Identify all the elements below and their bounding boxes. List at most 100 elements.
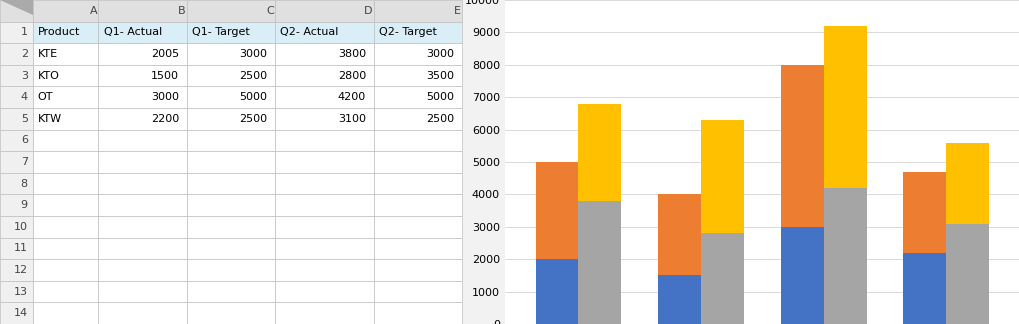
Text: KTE: KTE (38, 49, 58, 59)
Bar (0, 151, 33, 173)
Text: 5: 5 (20, 114, 28, 124)
Bar (373, 0, 462, 22)
Bar (0, 302, 33, 324)
Bar (373, 22, 462, 43)
Text: Q2- Target: Q2- Target (378, 28, 436, 37)
Bar (33, 65, 99, 87)
Bar (275, 43, 373, 65)
Bar (275, 130, 373, 151)
Bar (373, 87, 462, 108)
Text: OT: OT (38, 92, 53, 102)
Bar (0, 281, 33, 302)
Bar (275, 87, 373, 108)
Bar (0, 173, 33, 194)
Bar (0, 216, 33, 237)
Bar (373, 237, 462, 259)
Text: Q1- Target: Q1- Target (192, 28, 250, 37)
Bar (33, 151, 99, 173)
Text: 5000: 5000 (239, 92, 267, 102)
Bar (373, 302, 462, 324)
Text: 3800: 3800 (337, 49, 366, 59)
Text: E: E (453, 6, 460, 16)
Text: D: D (364, 6, 373, 16)
Bar (99, 65, 186, 87)
Bar (99, 216, 186, 237)
Bar (0, 194, 33, 216)
Bar (373, 43, 462, 65)
Bar (0, 22, 33, 43)
Bar (33, 43, 99, 65)
Bar (33, 216, 99, 237)
Text: 10: 10 (13, 222, 28, 232)
Text: 7: 7 (20, 157, 28, 167)
Bar (275, 216, 373, 237)
Bar (700, 233, 743, 324)
Text: A: A (90, 6, 97, 16)
Bar (0, 108, 33, 130)
Bar (186, 0, 275, 22)
Bar (578, 104, 621, 201)
Bar (186, 216, 275, 237)
Text: 12: 12 (13, 265, 28, 275)
Bar (657, 194, 700, 275)
Bar (373, 130, 462, 151)
Text: 3500: 3500 (426, 71, 454, 81)
Text: 3100: 3100 (337, 114, 366, 124)
Bar (186, 237, 275, 259)
Bar (578, 201, 621, 324)
Bar (275, 108, 373, 130)
Text: 13: 13 (13, 287, 28, 296)
Bar (99, 87, 186, 108)
Bar (99, 151, 186, 173)
Bar (186, 173, 275, 194)
Text: 5000: 5000 (426, 92, 454, 102)
Bar (33, 194, 99, 216)
Bar (0, 0, 33, 22)
Text: 2200: 2200 (151, 114, 179, 124)
Bar (373, 194, 462, 216)
Bar (275, 281, 373, 302)
Bar (373, 151, 462, 173)
Text: 8: 8 (20, 179, 28, 189)
Bar (373, 108, 462, 130)
Text: 3000: 3000 (239, 49, 267, 59)
Text: 2500: 2500 (426, 114, 454, 124)
Bar (275, 237, 373, 259)
Bar (33, 281, 99, 302)
Bar (903, 253, 946, 324)
Bar (186, 22, 275, 43)
Text: 11: 11 (13, 243, 28, 253)
Bar (373, 259, 462, 281)
Text: 3: 3 (20, 71, 28, 81)
Text: 3000: 3000 (426, 49, 454, 59)
Text: KTW: KTW (38, 114, 62, 124)
Text: B: B (177, 6, 185, 16)
Text: 14: 14 (13, 308, 28, 318)
Bar (99, 281, 186, 302)
Bar (33, 130, 99, 151)
Bar (99, 194, 186, 216)
Text: 4200: 4200 (337, 92, 366, 102)
Bar (373, 281, 462, 302)
Polygon shape (0, 0, 33, 15)
Bar (99, 259, 186, 281)
Bar (186, 259, 275, 281)
Bar (823, 26, 866, 188)
Bar (33, 302, 99, 324)
Bar (275, 259, 373, 281)
Text: 2800: 2800 (337, 71, 366, 81)
Bar (186, 130, 275, 151)
Bar (186, 65, 275, 87)
Bar (99, 173, 186, 194)
Bar (99, 130, 186, 151)
Bar (275, 194, 373, 216)
Bar (700, 120, 743, 233)
Text: KTO: KTO (38, 71, 60, 81)
Bar (275, 65, 373, 87)
Text: 2500: 2500 (239, 71, 267, 81)
Bar (99, 43, 186, 65)
Text: 1500: 1500 (151, 71, 179, 81)
Text: 6: 6 (20, 135, 28, 145)
Bar (99, 0, 186, 22)
Bar (33, 108, 99, 130)
